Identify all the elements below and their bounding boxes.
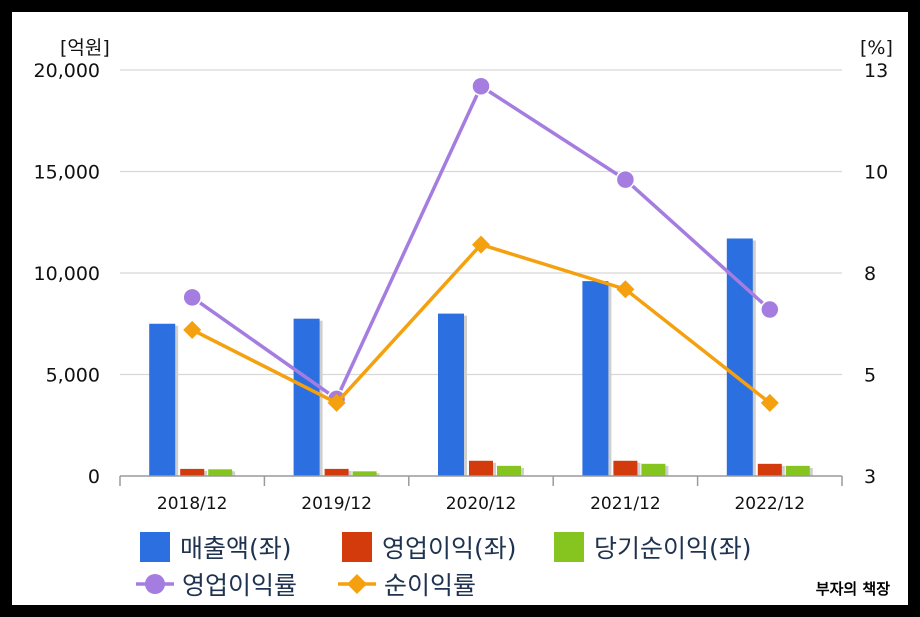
series-line: [191, 242, 771, 405]
grid-lines: [120, 69, 842, 376]
axes: [억원] [%] 0 5,000 10,000 15,000 20,000 3 5 8 10 13…: [34, 37, 893, 514]
legend-marker: [145, 574, 165, 594]
left-tick-label: 15,000: [34, 162, 100, 184]
right-tick-label: 5: [864, 365, 876, 387]
bar: [641, 463, 666, 476]
right-tick-label: 13: [864, 60, 888, 82]
right-tick-label: 10: [864, 162, 888, 184]
line-point: [616, 280, 635, 299]
line-point: [471, 76, 491, 96]
bar: [149, 323, 176, 476]
legend-label: 당기순이익(좌): [594, 534, 752, 563]
line-series-group: [182, 76, 780, 412]
bar: [352, 471, 377, 476]
bar: [469, 460, 493, 476]
line-point: [327, 393, 346, 412]
legend-label: 매출액(좌): [180, 534, 292, 563]
legend-swatch: [140, 532, 170, 562]
legend-marker: [347, 574, 367, 594]
line-point: [615, 169, 636, 190]
bar: [438, 313, 464, 476]
bar: [582, 281, 609, 476]
legend-label: 순이익률: [384, 571, 476, 600]
bar: [497, 465, 521, 476]
x-tick-label: 2020/12: [446, 494, 517, 514]
bar: [293, 318, 320, 476]
combo-chart: [억원] [%] 0 5,000 10,000 15,000 20,000 3 5 8 10 13…: [34, 37, 893, 600]
bar: [324, 468, 349, 476]
legend-label: 영업이익률: [182, 571, 297, 600]
left-tick-label: 0: [88, 466, 100, 488]
right-axis-unit: [%]: [860, 37, 893, 59]
line-point: [182, 287, 202, 308]
legend-swatch: [342, 532, 372, 562]
line-point: [760, 393, 779, 412]
legend: 매출액(좌) 영업이익(좌) 당기순이익(좌) 영업이익률 순이익률: [136, 532, 752, 600]
bar: [208, 469, 233, 476]
left-tick-label: 20,000: [34, 60, 100, 82]
watermark-text: 부자의 책장: [816, 580, 890, 598]
bar: [785, 465, 810, 476]
x-tick-label: 2019/12: [301, 494, 372, 514]
right-tick-label: 3: [864, 466, 876, 488]
left-tick-label: 5,000: [46, 365, 100, 387]
legend-label: 영업이익(좌): [382, 534, 517, 563]
legend-swatch: [554, 532, 584, 562]
left-axis-unit: [억원]: [60, 37, 110, 59]
bar: [613, 460, 638, 476]
x-tick-label: 2018/12: [157, 494, 228, 514]
right-tick-label: 8: [864, 263, 876, 285]
x-tick-label: 2022/12: [734, 494, 805, 514]
line-point: [760, 299, 780, 320]
bar: [726, 238, 753, 476]
bar: [757, 463, 782, 476]
bar: [180, 468, 205, 476]
x-tick-label: 2021/12: [590, 494, 661, 514]
left-tick-label: 10,000: [34, 263, 100, 285]
bar-series-group: [149, 238, 813, 476]
chart-frame: [억원] [%] 0 5,000 10,000 15,000 20,000 3 5 8 10 13…: [12, 12, 908, 605]
line-point: [472, 235, 490, 254]
line-point: [183, 320, 202, 339]
